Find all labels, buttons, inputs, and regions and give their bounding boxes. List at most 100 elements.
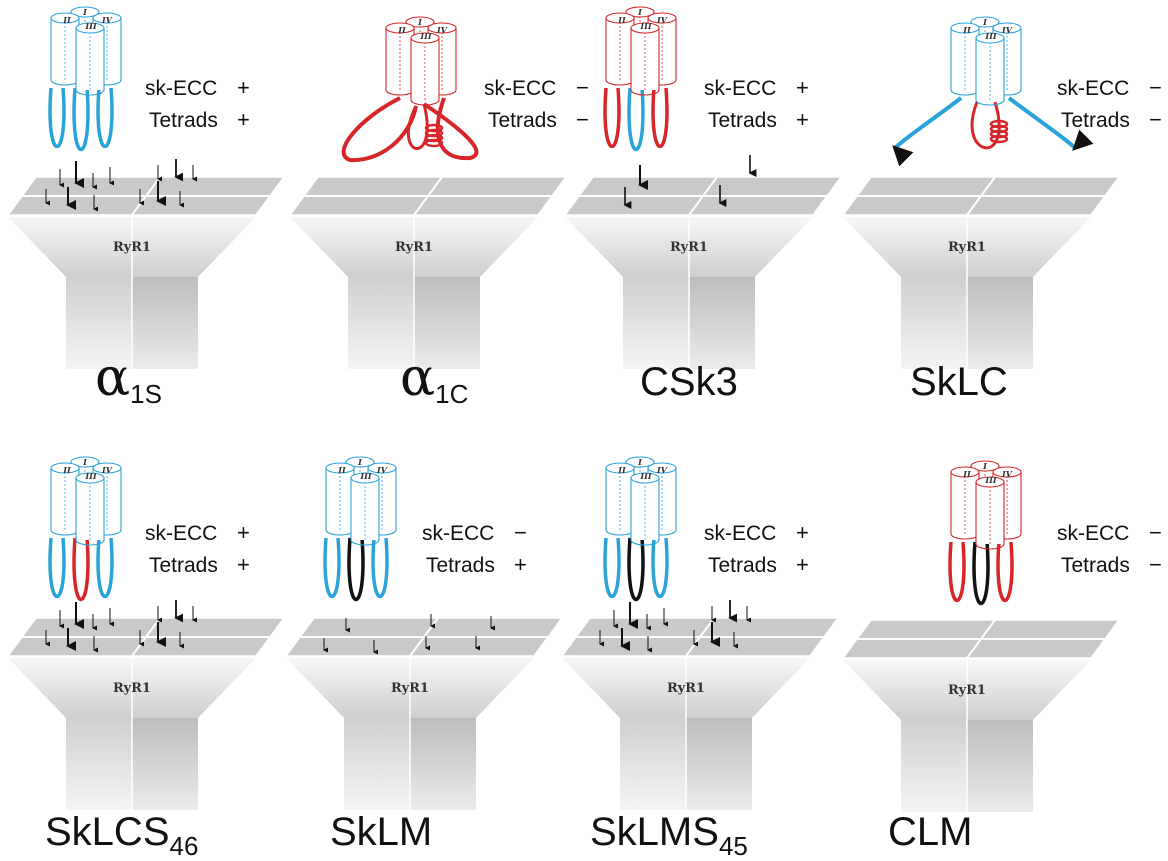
linker-loop	[651, 87, 669, 149]
construct-name: SkLMS45	[590, 810, 748, 861]
construct-name-main: SkLM	[330, 810, 432, 854]
ryr-stem	[623, 277, 689, 369]
repeat-label: I	[637, 457, 642, 467]
repeat-label: I	[82, 457, 87, 467]
construct-name: CSk3	[640, 360, 738, 404]
linker-loop	[1007, 96, 1094, 151]
ryr-stem	[689, 277, 755, 369]
construct-name-subscript: 1C	[435, 379, 468, 409]
tetrad-sign: −	[1149, 552, 1162, 577]
ryr1-label: RyR1	[948, 683, 986, 698]
repeat-label: II	[962, 25, 971, 35]
linker-loop	[651, 537, 669, 599]
repeat-label: I	[82, 7, 87, 17]
construct-name-main: CLM	[888, 810, 972, 854]
ryr-stem	[410, 718, 476, 810]
linker-loop	[96, 537, 114, 599]
tetrad-sign: −	[576, 107, 589, 132]
construct-name: α1C	[400, 348, 468, 409]
repeat-label: IV	[101, 15, 113, 25]
ryr-stem	[901, 720, 967, 812]
linker-loop	[96, 87, 114, 149]
tetrad-sign: +	[237, 552, 250, 577]
repeat-label: IV	[656, 15, 668, 25]
repeat-label: I	[417, 17, 422, 27]
repeat-label: III	[84, 471, 96, 481]
ecc-sign: −	[576, 75, 589, 100]
ryr1-label: RyR1	[113, 240, 151, 255]
ecc-label: sk-ECC	[422, 522, 494, 545]
construct-name-main: α	[400, 348, 435, 408]
ecc-sign: −	[514, 520, 527, 545]
tetrad-sign: +	[796, 552, 809, 577]
linker-loop	[892, 96, 963, 167]
repeat-label: II	[617, 465, 626, 475]
construct-name-main: SkLC	[910, 360, 1008, 404]
repeat-label: IV	[436, 25, 448, 35]
construct-name-main: SkLMS	[590, 810, 719, 854]
repeat-label: II	[62, 465, 71, 475]
construct-name: SkLM	[330, 810, 432, 854]
construct-name: CLM	[888, 810, 972, 854]
repeat-label: III	[639, 471, 651, 481]
repeat-label: IV	[376, 465, 388, 475]
repeat-label: II	[397, 25, 406, 35]
repeat-label: III	[984, 31, 996, 41]
ryr-stem	[66, 718, 132, 810]
linker-loop	[323, 537, 341, 599]
tetrad-sign: +	[514, 552, 527, 577]
tetrad-label: Tetrads	[426, 554, 495, 577]
ryr-stem	[620, 718, 686, 810]
ecc-label: sk-ECC	[704, 77, 776, 100]
ryr-stem	[901, 277, 967, 369]
repeat-label: I	[357, 457, 362, 467]
linker-loop	[603, 537, 621, 599]
construct-name-main: CSk3	[640, 360, 738, 404]
ecc-label: sk-ECC	[145, 77, 217, 100]
ryr1-label: RyR1	[667, 681, 705, 696]
tetrad-label: Tetrads	[488, 109, 557, 132]
linker-loop	[972, 541, 990, 606]
ecc-label: sk-ECC	[145, 522, 217, 545]
repeat-label: IV	[656, 465, 668, 475]
coil	[989, 134, 1009, 144]
linker-loop	[627, 537, 645, 602]
repeat-label: III	[84, 21, 96, 31]
tetrad-label: Tetrads	[149, 554, 218, 577]
ecc-sign: +	[237, 75, 250, 100]
ecc-label: sk-ECC	[704, 522, 776, 545]
tetrad-label: Tetrads	[149, 109, 218, 132]
ecc-label: sk-ECC	[484, 77, 556, 100]
ryr1-label: RyR1	[948, 240, 986, 255]
repeat-label: III	[359, 471, 371, 481]
repeat-label: II	[617, 15, 626, 25]
ryr-stem	[344, 718, 410, 810]
ecc-sign: +	[237, 520, 250, 545]
ryr-stem	[967, 720, 1033, 812]
repeat-label: III	[984, 475, 996, 485]
repeat-label: III	[419, 31, 431, 41]
linker-loop	[996, 541, 1014, 603]
ryr1-label: RyR1	[670, 240, 708, 255]
repeat-label: IV	[1001, 469, 1013, 479]
ryr1-label: RyR1	[395, 240, 433, 255]
repeat-label: III	[639, 21, 651, 31]
ryr1-label: RyR1	[113, 681, 151, 696]
ecc-sign: −	[1149, 520, 1162, 545]
ryr-stem	[132, 277, 198, 369]
tetrad-sign: +	[796, 107, 809, 132]
construct-name-main: α	[95, 348, 130, 408]
linker-loop	[948, 541, 966, 603]
linker-loop	[371, 537, 389, 599]
construct-name-subscript: 45	[719, 831, 748, 861]
ecc-sign: −	[1149, 75, 1162, 100]
construct-name-main: SkLCS	[45, 810, 170, 854]
